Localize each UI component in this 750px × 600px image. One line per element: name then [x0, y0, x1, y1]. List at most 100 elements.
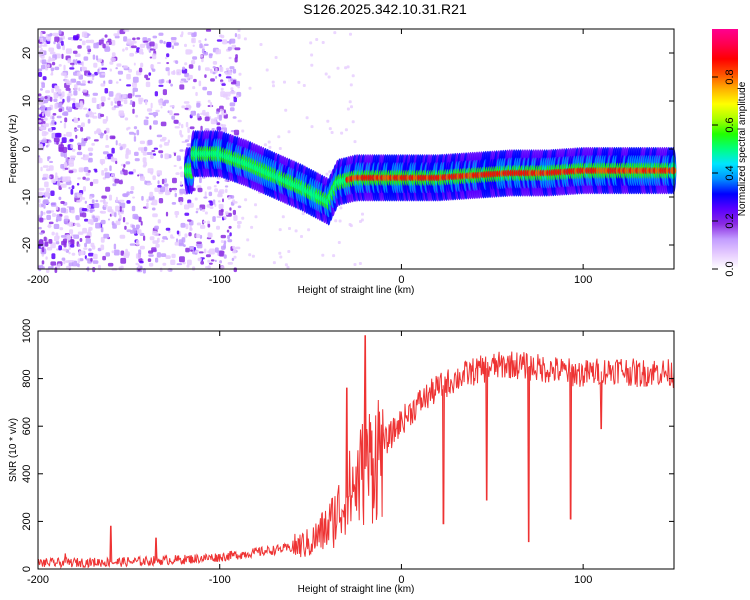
- noise-cell: [93, 42, 99, 49]
- noise-cell: [115, 196, 118, 203]
- noise-cell: [77, 125, 81, 128]
- noise-cell: [222, 39, 228, 45]
- noise-cell: [57, 177, 63, 180]
- noise-cell: [167, 70, 171, 76]
- noise-cell: [174, 192, 177, 198]
- noise-cell: [187, 259, 192, 266]
- noise-cell: [232, 116, 237, 119]
- noise-cell: [126, 38, 132, 45]
- noise-cell: [233, 129, 240, 136]
- noise-cell: [63, 218, 69, 224]
- noise-cell: [113, 249, 120, 256]
- noise-cell: [115, 67, 118, 70]
- noise-cell: [103, 201, 108, 205]
- noise-cell: [43, 117, 48, 121]
- noise-cell: [163, 41, 166, 45]
- noise-cell: [93, 203, 100, 208]
- noise-cell: [78, 87, 81, 92]
- noise-cell: [202, 109, 206, 115]
- noise-cell: [42, 76, 47, 81]
- noise-cell: [208, 191, 213, 197]
- noise-cell: [98, 39, 104, 46]
- noise-cell: [102, 43, 106, 49]
- noise-cell: [55, 132, 61, 138]
- noise-cell: [163, 142, 170, 146]
- noise-cell: [209, 206, 214, 209]
- noise-cell: [58, 196, 62, 201]
- noise-cell: [61, 240, 67, 246]
- noise-cell: [138, 97, 144, 102]
- noise-cell: [180, 222, 186, 228]
- noise-cell: [157, 99, 163, 103]
- colorbar-tick-label: 0.4: [724, 165, 736, 180]
- noise-cell: [198, 251, 204, 254]
- noise-cell: [77, 177, 81, 180]
- noise-cell: [344, 128, 348, 132]
- noise-cell: [108, 218, 110, 221]
- noise-cell: [158, 150, 164, 154]
- noise-cell: [54, 267, 58, 273]
- noise-cell: [54, 66, 60, 71]
- noise-cell: [267, 140, 271, 144]
- noise-cell: [100, 244, 105, 251]
- noise-cell: [103, 204, 108, 207]
- noise-cell: [135, 224, 140, 229]
- noise-cell: [126, 200, 131, 204]
- noise-cell: [225, 76, 232, 79]
- noise-cell: [41, 59, 47, 65]
- noise-cell: [173, 113, 180, 116]
- noise-cell: [141, 195, 144, 201]
- noise-cell: [39, 232, 44, 235]
- noise-cell: [174, 241, 179, 246]
- noise-cell: [140, 221, 143, 226]
- noise-cell: [278, 228, 282, 232]
- noise-cell: [287, 130, 291, 134]
- noise-cell: [105, 127, 110, 134]
- noise-cell: [70, 98, 76, 101]
- noise-cell: [300, 235, 303, 238]
- noise-cell: [190, 249, 193, 252]
- noise-cell: [81, 137, 84, 144]
- noise-cell: [134, 151, 139, 156]
- noise-cell: [88, 226, 93, 231]
- noise-cell: [328, 170, 332, 174]
- noise-cell: [204, 113, 208, 116]
- noise-cell: [268, 145, 272, 149]
- noise-cell: [118, 266, 123, 271]
- noise-cell: [65, 176, 71, 182]
- noise-cell: [43, 236, 47, 242]
- noise-cell: [138, 48, 144, 55]
- noise-cell: [58, 64, 62, 67]
- noise-cell: [187, 134, 191, 138]
- noise-cell: [214, 203, 217, 207]
- noise-cell: [69, 138, 74, 142]
- noise-cell: [130, 186, 135, 191]
- noise-cell: [175, 172, 180, 175]
- noise-cell: [227, 196, 231, 200]
- noise-cell: [65, 157, 68, 164]
- noise-cell: [284, 108, 288, 112]
- noise-cell: [233, 215, 238, 221]
- noise-cell: [361, 212, 364, 216]
- noise-cell: [229, 102, 236, 107]
- noise-cell: [44, 50, 47, 56]
- noise-cell: [115, 140, 118, 146]
- noise-cell: [237, 224, 241, 229]
- noise-cell: [80, 83, 86, 86]
- noise-cell: [38, 71, 43, 77]
- noise-cell: [179, 256, 185, 263]
- noise-cell: [51, 120, 56, 125]
- colorbar-gradient: [712, 29, 738, 269]
- noise-cell: [48, 239, 53, 244]
- noise-cell: [114, 212, 117, 218]
- noise-cell: [205, 29, 212, 32]
- noise-cell: [216, 39, 223, 42]
- noise-cell: [135, 262, 139, 266]
- noise-cell: [77, 192, 83, 198]
- noise-cell: [43, 120, 46, 124]
- y-tick-label: 200: [21, 512, 33, 530]
- noise-cell: [125, 161, 131, 165]
- noise-cell: [40, 126, 46, 131]
- noise-cell: [156, 252, 161, 258]
